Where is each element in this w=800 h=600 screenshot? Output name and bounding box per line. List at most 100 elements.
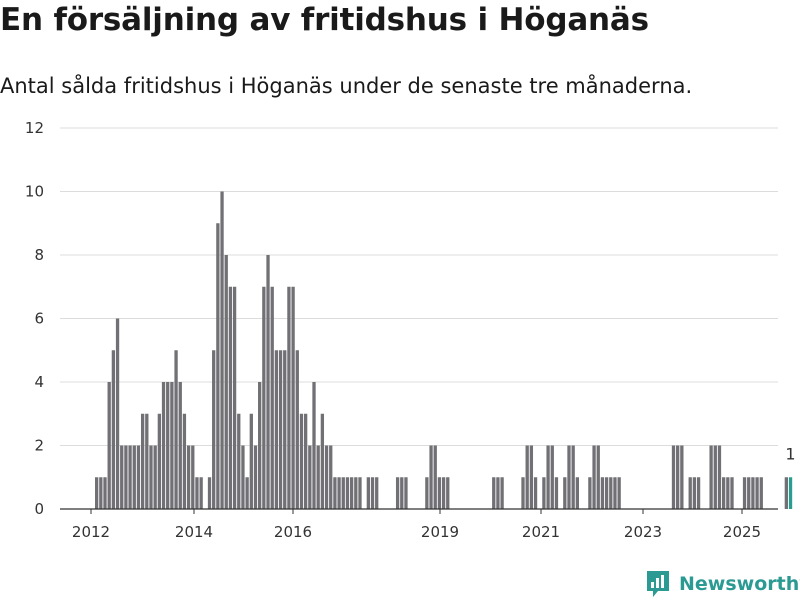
bar — [747, 477, 751, 509]
bar — [730, 477, 734, 509]
bar — [709, 445, 713, 509]
bar — [542, 477, 546, 509]
bar — [216, 223, 220, 509]
bar — [596, 445, 600, 509]
bar-chart: 0 2 4 6 8 10 12 2012 2014 2016 2019 2021 2023 2025 1 — [25, 119, 796, 541]
bar — [613, 477, 617, 509]
y-tick-label: 8 — [34, 246, 44, 264]
x-tick-label: 2019 — [421, 523, 459, 541]
bar — [742, 477, 747, 509]
x-tick-label: 2014 — [175, 523, 213, 541]
bar — [212, 350, 216, 509]
bar — [395, 477, 400, 509]
bar — [178, 382, 182, 509]
bar — [95, 477, 99, 509]
bar — [149, 445, 153, 509]
y-tick-label: 6 — [34, 310, 44, 328]
bar — [533, 477, 538, 509]
bar — [191, 445, 195, 509]
bar — [278, 350, 283, 509]
bar — [228, 286, 233, 509]
bar — [241, 445, 245, 509]
bar — [237, 413, 241, 509]
y-tick-label: 12 — [25, 119, 44, 137]
bar — [609, 477, 613, 509]
bar — [132, 445, 136, 509]
bar — [375, 477, 379, 509]
bar — [337, 477, 341, 509]
bar — [500, 477, 504, 509]
bar — [726, 477, 730, 509]
bar — [688, 477, 692, 509]
bar — [103, 477, 107, 509]
bar — [546, 445, 550, 509]
bar — [429, 445, 433, 509]
x-tick-label: 2021 — [522, 523, 560, 541]
brand: Newsworthy — [645, 568, 800, 600]
bar — [722, 477, 726, 509]
bar — [111, 350, 116, 509]
bar — [554, 477, 559, 509]
bar — [128, 445, 132, 509]
brand-name: Newsworthy — [679, 573, 800, 595]
x-tick-label: 2025 — [723, 523, 761, 541]
bar — [258, 382, 262, 509]
bar — [316, 445, 320, 509]
bar-highlight — [788, 477, 793, 509]
bar — [199, 477, 203, 509]
bar — [291, 286, 295, 509]
bar — [115, 318, 120, 509]
bar — [446, 477, 450, 509]
bar — [124, 445, 128, 509]
x-axis: 2012 2014 2016 2019 2021 2023 2025 — [60, 508, 778, 541]
bar — [329, 445, 333, 509]
bar — [425, 477, 429, 509]
bar — [404, 477, 408, 509]
bar — [366, 477, 370, 509]
y-tick-label: 2 — [34, 437, 44, 455]
bar — [195, 477, 199, 509]
bar — [433, 445, 437, 509]
bar — [529, 445, 534, 509]
bar — [441, 477, 446, 509]
bar — [358, 477, 362, 509]
bar — [186, 445, 191, 509]
bar — [571, 445, 575, 509]
bar — [341, 477, 345, 509]
bar — [274, 350, 279, 509]
bar — [521, 477, 525, 509]
bar — [166, 382, 170, 509]
bar — [161, 382, 166, 509]
bar — [136, 445, 141, 509]
bar — [145, 413, 149, 509]
bar — [262, 286, 266, 509]
bar — [283, 350, 287, 509]
bar — [671, 445, 676, 509]
bar — [107, 382, 111, 509]
bar — [437, 477, 442, 509]
bar — [232, 286, 237, 509]
bar — [249, 413, 253, 509]
data-labels: 1 — [785, 444, 795, 463]
bar — [751, 477, 755, 509]
bar — [266, 255, 270, 509]
bar — [400, 477, 404, 509]
bar — [717, 445, 722, 509]
bar — [713, 445, 717, 509]
bar — [99, 477, 103, 509]
bar — [349, 477, 354, 509]
bar — [680, 445, 684, 509]
x-tick-label: 2016 — [274, 523, 312, 541]
bar — [270, 286, 274, 509]
bar — [525, 445, 529, 509]
bar — [253, 445, 258, 509]
bar — [696, 477, 701, 509]
bar — [304, 413, 308, 509]
bars — [95, 191, 793, 509]
bar — [157, 413, 161, 509]
bar — [224, 255, 228, 509]
bar — [550, 445, 554, 509]
bar — [563, 477, 567, 509]
bar — [575, 477, 579, 509]
bar — [588, 477, 592, 509]
